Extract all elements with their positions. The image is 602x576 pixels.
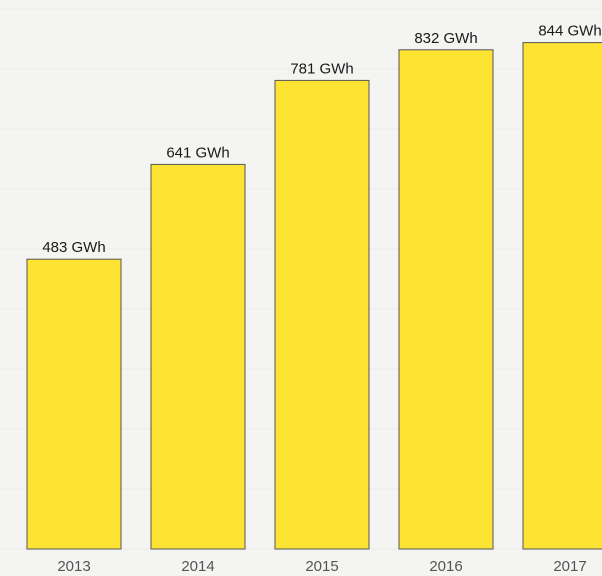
data-labels: 483 GWh 641 GWh 781 GWh 832 GWh 844 GWh [42, 23, 601, 257]
x-tick-label-2017: 2017 [553, 558, 586, 575]
data-label-2013: 483 GWh [42, 239, 105, 256]
x-tick-label-2016: 2016 [429, 558, 462, 575]
data-label-2017: 844 GWh [538, 23, 601, 40]
x-tick-label-2014: 2014 [181, 558, 214, 575]
data-label-2014: 641 GWh [166, 144, 229, 161]
data-label-2015: 781 GWh [290, 60, 353, 77]
bar-2015 [274, 79, 370, 550]
x-tick-label-2013: 2013 [57, 558, 90, 575]
bars [26, 42, 602, 550]
bar-2016 [398, 49, 494, 550]
bar-2014 [150, 163, 246, 550]
x-tick-label-2015: 2015 [305, 558, 338, 575]
data-label-2016: 832 GWh [414, 30, 477, 47]
x-axis-ticks: 2013 2014 2015 2016 2017 [57, 558, 586, 575]
bar-2017 [522, 42, 602, 550]
bar-2013 [26, 258, 122, 550]
